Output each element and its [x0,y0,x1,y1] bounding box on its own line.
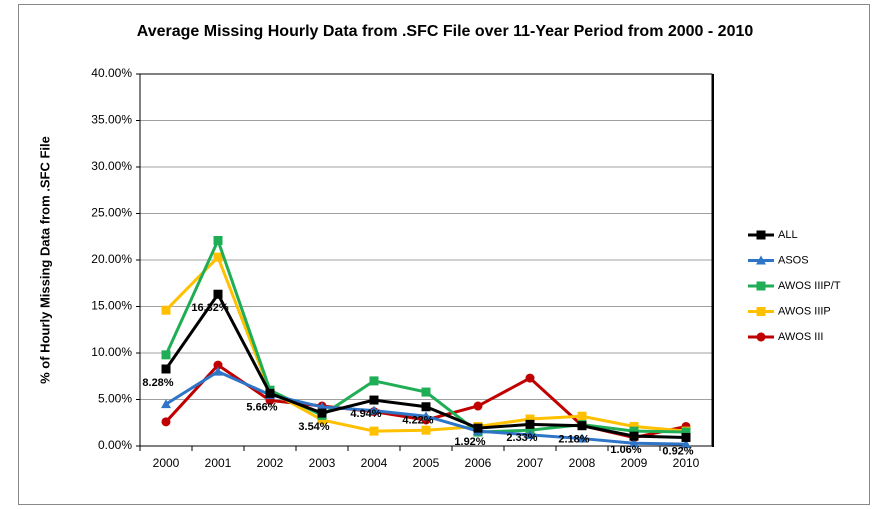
x-tick-label: 2000 [153,456,180,470]
y-tick-label: 25.00% [91,206,132,220]
point [473,401,483,411]
x-tick-label: 2008 [569,456,596,470]
point [681,439,691,449]
data-label: 0.92% [662,445,693,457]
point [756,307,766,316]
data-label: 16.32% [191,302,229,314]
point [629,426,639,436]
point [213,252,223,262]
y-tick-label: 0.00% [98,438,132,452]
point [756,230,766,240]
data-label: 4.22% [402,415,433,427]
y-tick-label: 10.00% [91,345,132,359]
point [161,350,171,360]
legend-label: ASOS [778,254,809,266]
point [756,255,766,265]
point [525,429,535,439]
point [317,415,327,425]
x-tick-label: 2001 [205,456,232,470]
x-tick-label: 2007 [517,456,544,470]
point [369,395,379,405]
point [421,402,431,412]
legend-label: AWOS IIIP/T [778,280,841,292]
point [421,387,431,397]
y-tick-label: 20.00% [91,252,132,266]
point [265,388,275,398]
x-tick-label: 2002 [257,456,284,470]
x-tick-label: 2009 [621,456,648,470]
point [369,405,379,415]
legend-label: AWOS IIIP [778,305,831,317]
legend-label: AWOS III [778,331,823,343]
point [421,411,431,421]
point [161,399,171,409]
point [525,373,535,383]
x-tick-label: 2003 [309,456,336,470]
point [629,438,639,448]
data-label: 2.18% [558,434,589,446]
chart-title: Average Missing Hourly Data from .SFC Fi… [136,23,754,40]
point [525,414,535,424]
y-tick-label: 30.00% [91,159,132,173]
data-label: 3.54% [298,421,329,433]
legend-label: ALL [778,229,798,241]
point [473,423,483,433]
point [681,432,691,442]
point [161,305,171,315]
y-axis-label: % of Hourly Missing Data from .SFC File [37,136,52,384]
data-label: 1.06% [610,444,641,456]
point [369,426,379,436]
x-tick-label: 2006 [465,456,492,470]
point [629,421,639,431]
point [577,421,587,431]
point [369,376,379,386]
data-label: 2.33% [506,432,537,444]
point [525,419,535,429]
y-tick-label: 5.00% [98,392,132,406]
data-label: 5.66% [246,401,277,413]
y-tick-label: 35.00% [91,113,132,127]
data-label: 1.92% [454,436,485,448]
data-label: 4.94% [350,408,381,420]
point [213,235,223,245]
data-label: 8.28% [142,377,173,389]
point [577,411,587,421]
x-tick-label: 2010 [673,456,700,470]
point [161,364,171,374]
point [756,281,766,291]
y-tick-label: 40.00% [91,66,132,80]
point [756,332,766,342]
point [577,433,587,443]
x-tick-label: 2005 [413,456,440,470]
y-tick-label: 15.00% [91,299,132,313]
point [213,366,223,376]
series [161,289,691,442]
point [161,417,171,427]
point [213,289,223,299]
point [213,360,223,370]
point [681,427,691,437]
point [317,408,327,418]
x-tick-label: 2004 [361,456,388,470]
point [629,431,639,441]
point [421,425,431,435]
